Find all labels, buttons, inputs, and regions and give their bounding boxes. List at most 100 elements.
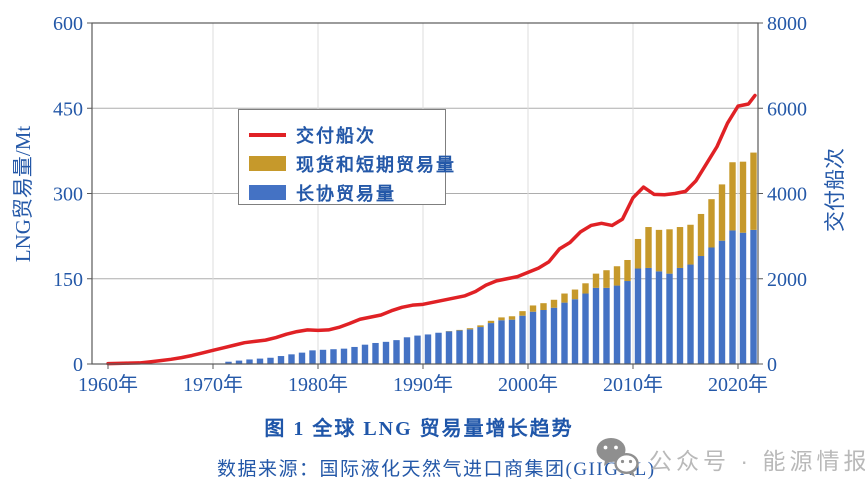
bar-long-term-2000 <box>529 311 537 364</box>
bar-long-term-1977 <box>288 354 295 364</box>
legend-label-deliveries: 交付船次 <box>296 125 376 146</box>
bar-long-term-1984 <box>361 344 369 364</box>
bar-long-term-1980 <box>319 349 327 364</box>
bar-long-term-1981 <box>330 349 337 364</box>
bar-long-term-2001 <box>540 310 547 364</box>
bar-spot-2015 <box>687 224 694 265</box>
bar-spot-2007 <box>603 270 610 288</box>
bar-spot-2011 <box>645 227 652 268</box>
watermark: 公众号 · 能源情报 <box>595 436 865 482</box>
bar-spot-1997 <box>498 317 505 321</box>
bar-spot-2017 <box>708 199 715 248</box>
chart-legend: 交付船次 现货和短期贸易量 长协贸易量 <box>238 109 454 205</box>
bar-spot-2004 <box>571 289 579 300</box>
bar-long-term-1982 <box>340 348 348 364</box>
bar-long-term-1983 <box>351 346 358 364</box>
bar-long-term-2010 <box>634 268 642 364</box>
bar-long-term-1988 <box>403 337 411 364</box>
bar-spot-2008 <box>613 266 621 286</box>
bar-long-term-2009 <box>624 281 631 364</box>
right-axis-tick-label: 6000 <box>767 98 807 120</box>
bar-spot-2013 <box>666 229 673 274</box>
right-axis-tick-label: 2000 <box>767 269 807 291</box>
bar-long-term-2007 <box>603 287 610 364</box>
legend-label-long-term: 长协贸易量 <box>296 183 396 204</box>
bar-long-term-2004 <box>571 299 579 364</box>
bar-spot-2000 <box>529 305 537 312</box>
right-axis-tick-label: 4000 <box>767 184 807 206</box>
bar-long-term-2021 <box>750 229 757 364</box>
left-axis-title: LNG贸易量/Mt <box>11 126 35 263</box>
long-term-bar-swatch <box>249 185 286 200</box>
bar-long-term-2020 <box>739 232 747 364</box>
bar-spot-2020 <box>739 161 747 233</box>
bar-long-term-2006 <box>592 287 600 364</box>
bar-spot-2006 <box>592 273 600 288</box>
bar-long-term-1971 <box>225 361 232 364</box>
x-axis-tick-label: 1960年 <box>78 373 138 396</box>
right-axis-tick-label: 0 <box>767 354 777 376</box>
left-axis-tick-label: 600 <box>53 13 83 35</box>
figure-source: 数据来源：国际液化天然气进口商集团(GIIGNL) <box>217 459 656 480</box>
bar-long-term-1992 <box>445 331 453 364</box>
bar-spot-1993 <box>456 329 463 331</box>
deliveries-line <box>106 93 757 366</box>
bar-long-term-1994 <box>466 329 474 364</box>
x-axis-tick-label: 1980年 <box>288 373 348 396</box>
bar-long-term-1976 <box>277 356 285 364</box>
legend-item-deliveries: 交付船次 <box>249 120 445 149</box>
bar-spot-2018 <box>718 184 726 241</box>
watermark-text: 公众号 · 能源情报 <box>649 448 865 474</box>
bar-long-term-1979 <box>309 350 316 364</box>
left-axis-tick-label: 450 <box>53 98 83 120</box>
bar-spot-1995 <box>477 325 484 328</box>
bar-spot-1994 <box>466 328 474 330</box>
bar-long-term-1985 <box>372 342 379 364</box>
bar-long-term-1990 <box>424 334 432 364</box>
bar-long-term-1998 <box>508 319 516 364</box>
bar-long-term-1995 <box>477 327 484 364</box>
x-axis-tick-label: 2000年 <box>498 373 558 396</box>
bar-long-term-1974 <box>256 358 264 364</box>
bar-spot-2003 <box>561 293 568 303</box>
bar-long-term-1996 <box>487 323 495 364</box>
figure-caption: 图 1 全球 LNG 贸易量增长趋势 <box>264 418 574 440</box>
bar-spot-1999 <box>519 311 526 316</box>
bar-long-term-1978 <box>298 352 306 364</box>
x-axis-tick-label: 2020年 <box>708 373 768 396</box>
left-axis-tick-label: 0 <box>73 354 83 376</box>
bar-long-term-1973 <box>246 359 253 364</box>
bar-long-term-2016 <box>697 256 705 364</box>
bar-spot-2001 <box>540 303 547 311</box>
spot-bar-swatch <box>249 156 286 171</box>
bar-long-term-1972 <box>235 360 243 364</box>
bar-long-term-2017 <box>708 247 715 364</box>
bar-long-term-1975 <box>267 357 274 364</box>
bar-long-term-1999 <box>519 315 526 364</box>
bar-long-term-2003 <box>561 302 568 364</box>
x-axis-tick-label: 1970年 <box>183 373 243 396</box>
bar-spot-2021 <box>750 152 757 230</box>
bar-spot-2009 <box>624 259 631 282</box>
wechat-icon <box>596 438 639 477</box>
bar-long-term-2015 <box>687 264 694 364</box>
bar-long-term-1986 <box>382 341 390 364</box>
bar-long-term-1989 <box>414 335 421 364</box>
left-axis-tick-label: 150 <box>53 269 83 291</box>
bar-spot-2019 <box>729 162 736 231</box>
legend-label-spot: 现货和短期贸易量 <box>296 154 456 175</box>
bar-long-term-2019 <box>729 230 736 364</box>
bar-long-term-2014 <box>676 267 684 364</box>
bar-long-term-2002 <box>550 307 558 364</box>
bar-long-term-1987 <box>393 340 400 364</box>
bar-long-term-2012 <box>655 271 663 364</box>
bar-long-term-2005 <box>582 293 589 364</box>
right-axis-tick-label: 8000 <box>767 13 807 35</box>
bar-spot-2016 <box>697 213 705 257</box>
bar-spot-2002 <box>550 299 558 308</box>
x-axis-tick-label: 2010年 <box>603 373 663 396</box>
legend-item-spot: 现货和短期贸易量 <box>249 149 454 178</box>
right-axis-title: 交付船次 <box>823 148 847 232</box>
